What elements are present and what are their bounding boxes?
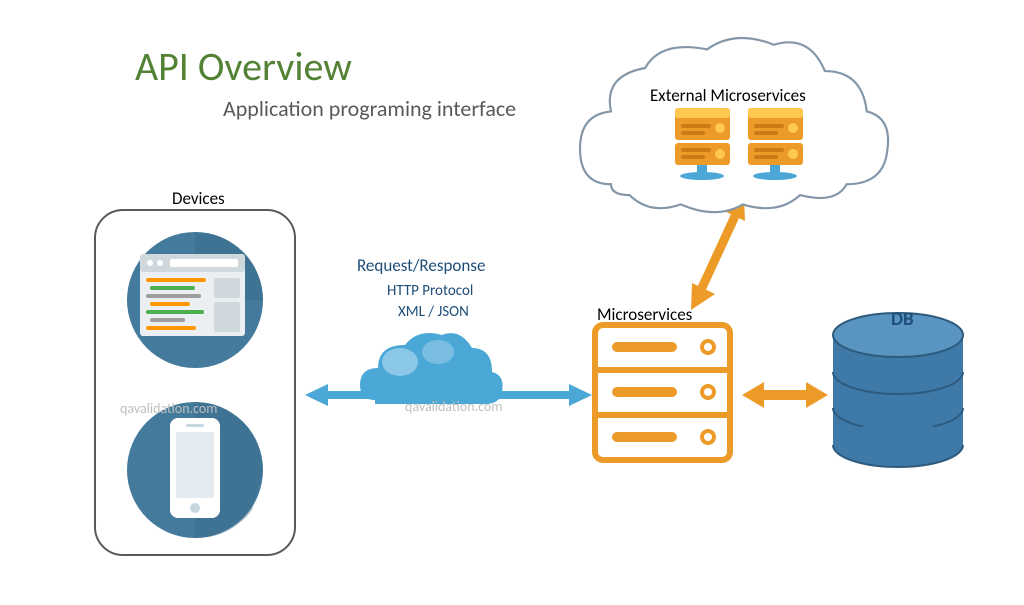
cloud-icon xyxy=(360,333,503,404)
external-cloud-icon xyxy=(580,38,888,212)
xml-json-label: XML / JSON xyxy=(398,303,469,321)
page-subtitle: Application programing interface xyxy=(223,95,516,122)
page-title: API Overview xyxy=(135,42,352,91)
db-label: DB xyxy=(891,308,914,331)
microservices-icon xyxy=(595,325,730,460)
http-protocol-label: HTTP Protocol xyxy=(387,282,473,300)
phone-device-icon xyxy=(127,402,263,538)
ms-external-arrow xyxy=(691,197,745,310)
devices-label: Devices xyxy=(172,188,225,209)
database-icon xyxy=(833,313,963,467)
browser-device-icon xyxy=(127,232,263,368)
watermark-1: qavalidation.com xyxy=(120,400,217,417)
watermark-2: qavalidation.com xyxy=(405,398,502,415)
microservices-label: Microservices xyxy=(597,304,692,325)
ms-db-arrow xyxy=(742,382,828,408)
request-response-label: Request/Response xyxy=(357,255,485,276)
external-microservices-label: External Microservices xyxy=(650,85,806,106)
